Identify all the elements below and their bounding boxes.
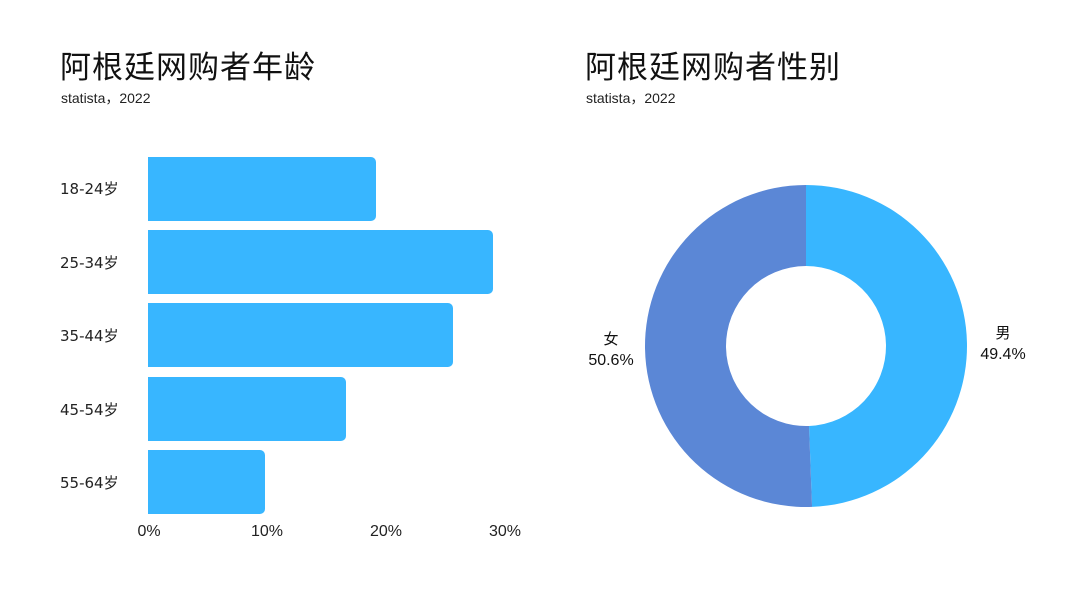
- x-tick-label: 20%: [369, 523, 403, 540]
- bar: [148, 230, 494, 294]
- age-chart-title: 阿根廷网购者年龄: [60, 50, 316, 86]
- category-label: 25-34岁: [60, 254, 119, 272]
- bar: [148, 157, 376, 221]
- x-tick-label: 0%: [137, 523, 161, 540]
- donut-label-female: 女 50.6%: [580, 328, 642, 372]
- gender-chart-title: 阿根廷网购者性别: [585, 50, 841, 86]
- x-tick-label: 10%: [250, 523, 284, 540]
- gender-chart-source: statista，2022: [586, 90, 676, 106]
- age-chart-source: statista，2022: [61, 90, 151, 106]
- bar: [148, 303, 453, 367]
- x-tick-label: 30%: [488, 523, 522, 540]
- category-label: 35-44岁: [60, 327, 119, 345]
- bar: [148, 377, 347, 441]
- category-label: 18-24岁: [60, 180, 119, 198]
- donut-label-male: 男 49.4%: [972, 322, 1034, 366]
- donut-slice-male: [806, 185, 968, 507]
- female-category: 女: [603, 330, 619, 348]
- donut-slice-female: [645, 185, 813, 507]
- category-label: 55-64岁: [60, 474, 119, 492]
- male-category: 男: [995, 324, 1011, 342]
- female-value: 50.6%: [588, 352, 634, 369]
- category-label: 45-54岁: [60, 401, 119, 419]
- male-value: 49.4%: [980, 346, 1026, 363]
- bar: [148, 450, 266, 514]
